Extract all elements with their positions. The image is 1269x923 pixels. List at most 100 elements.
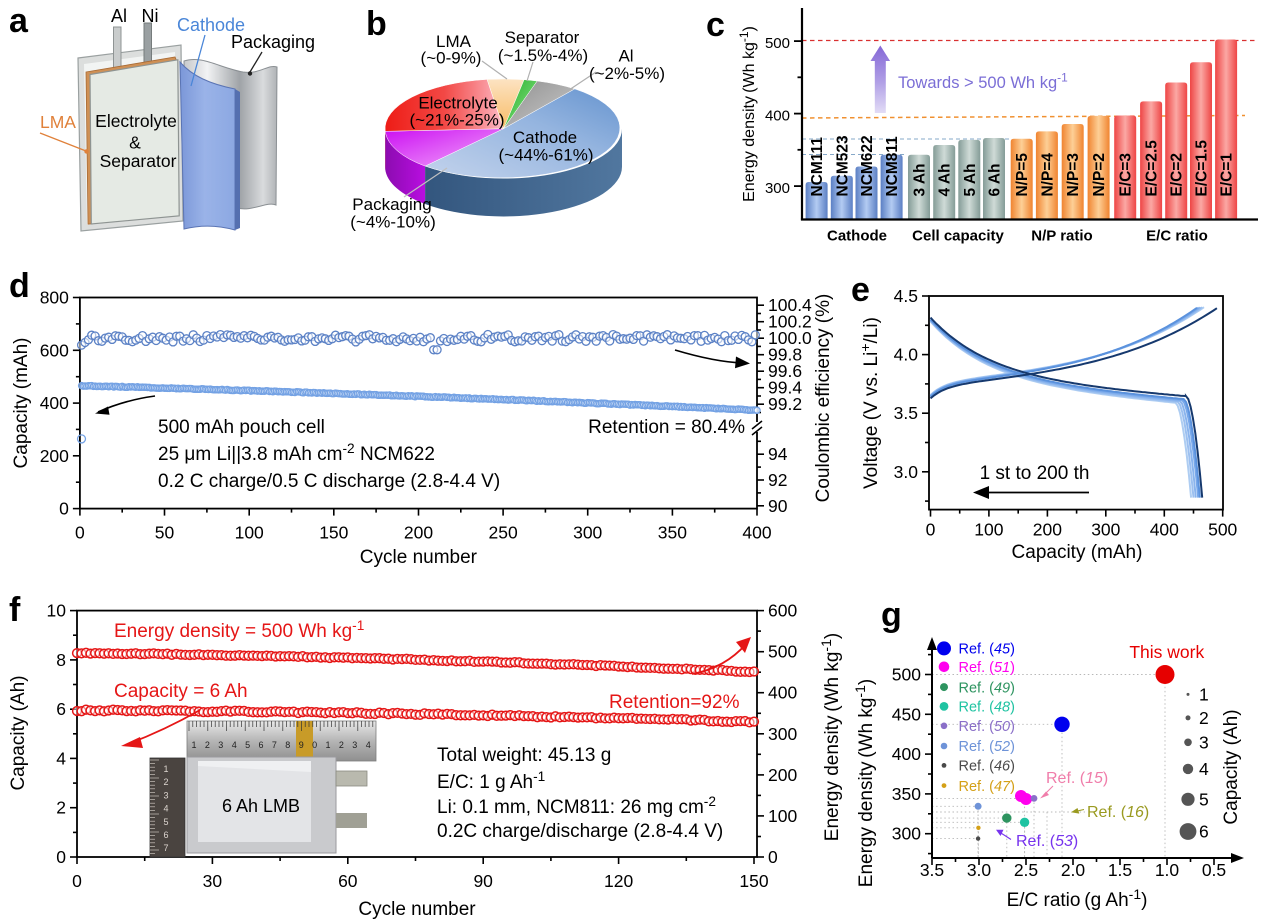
- svg-text:0.2 C charge/0.5 C discharge (: 0.2 C charge/0.5 C discharge (2.8-4.4 V): [158, 471, 500, 492]
- svg-text:Cathode: Cathode: [513, 128, 577, 147]
- svg-text:6: 6: [1199, 822, 1209, 842]
- svg-text:99.2: 99.2: [768, 394, 802, 414]
- svg-text:E/C=2: E/C=2: [1169, 153, 1186, 197]
- svg-text:Packaging: Packaging: [231, 32, 315, 52]
- svg-text:99.6: 99.6: [768, 361, 802, 381]
- svg-text:(~1.5%-4%): (~1.5%-4%): [498, 46, 588, 65]
- svg-text:1: 1: [325, 740, 330, 750]
- svg-text:150: 150: [739, 871, 768, 891]
- svg-text:50: 50: [155, 523, 175, 543]
- svg-text:5: 5: [163, 817, 168, 827]
- svg-text:3.0: 3.0: [894, 462, 919, 482]
- svg-text:2: 2: [1199, 708, 1209, 728]
- svg-text:N/P ratio: N/P ratio: [1031, 228, 1092, 245]
- svg-text:300: 300: [768, 724, 797, 744]
- svg-text:g: g: [881, 596, 902, 634]
- svg-text:0: 0: [926, 520, 936, 540]
- svg-text:3: 3: [218, 740, 223, 750]
- svg-text:E/C ratio: E/C ratio: [1146, 228, 1208, 245]
- svg-text:6 Ah LMB: 6 Ah LMB: [222, 796, 300, 816]
- svg-text:4.0: 4.0: [894, 345, 919, 365]
- svg-text:Capacity = 6 Ah: Capacity = 6 Ah: [114, 681, 248, 702]
- svg-text:3.5: 3.5: [894, 403, 918, 423]
- svg-text:94: 94: [768, 444, 788, 464]
- svg-text:90: 90: [768, 496, 788, 516]
- svg-text:200: 200: [404, 523, 433, 543]
- svg-text:300: 300: [892, 824, 921, 844]
- svg-text:5: 5: [1199, 789, 1209, 809]
- svg-text:5: 5: [245, 740, 250, 750]
- svg-text:0: 0: [72, 871, 82, 891]
- svg-text:500: 500: [768, 642, 797, 662]
- svg-text:200: 200: [768, 765, 797, 785]
- svg-text:Energy density (Wh kg-1): Energy density (Wh kg-1): [852, 679, 877, 887]
- svg-text:E/C=1: E/C=1: [1219, 153, 1236, 197]
- svg-text:1: 1: [191, 740, 196, 750]
- svg-text:Towards > 500 Wh kg-1: Towards > 500 Wh kg-1: [898, 71, 1068, 92]
- svg-text:Retention = 80.4%: Retention = 80.4%: [588, 417, 745, 438]
- svg-text:Energy density (Wh kg-1): Energy density (Wh kg-1): [737, 26, 758, 202]
- svg-text:e: e: [851, 271, 870, 309]
- svg-text:300: 300: [765, 180, 790, 197]
- svg-text:Total weight: 45.13 g: Total weight: 45.13 g: [437, 745, 611, 766]
- svg-text:1.0: 1.0: [1155, 860, 1180, 880]
- svg-text:0: 0: [59, 499, 69, 519]
- svg-text:Separator: Separator: [505, 28, 580, 47]
- svg-text:Capacity (mAh): Capacity (mAh): [1012, 542, 1143, 563]
- svg-text:400: 400: [765, 108, 790, 125]
- svg-text:Capacity (Ah): Capacity (Ah): [8, 675, 29, 790]
- svg-text:500 mAh pouch cell: 500 mAh pouch cell: [158, 417, 325, 438]
- svg-text:Separator: Separator: [100, 151, 177, 171]
- svg-text:99.4: 99.4: [768, 378, 802, 398]
- svg-text:3: 3: [163, 790, 168, 800]
- svg-text:3: 3: [352, 740, 357, 750]
- svg-text:600: 600: [768, 601, 797, 621]
- svg-text:Cell capacity: Cell capacity: [912, 228, 1004, 245]
- svg-text:N/P=3: N/P=3: [1065, 153, 1082, 197]
- svg-text:4: 4: [1199, 759, 1209, 779]
- svg-text:8: 8: [56, 650, 66, 670]
- svg-text:Energy density (Wh kg-1): Energy density (Wh kg-1): [818, 633, 843, 841]
- svg-text:E/C=1.5: E/C=1.5: [1194, 140, 1211, 197]
- svg-text:92: 92: [768, 470, 787, 490]
- svg-text:9: 9: [299, 740, 304, 750]
- svg-text:d: d: [9, 267, 30, 305]
- svg-text:1 st to 200 th: 1 st to 200 th: [980, 463, 1090, 484]
- svg-text:Ref. (16): Ref. (16): [1087, 804, 1149, 821]
- svg-text:600: 600: [40, 340, 69, 360]
- svg-text:6: 6: [56, 699, 66, 719]
- svg-text:350: 350: [658, 523, 687, 543]
- svg-text:E/C=2.5: E/C=2.5: [1144, 140, 1161, 197]
- svg-text:Capacity (Ah): Capacity (Ah): [1221, 709, 1242, 824]
- svg-text:Packaging: Packaging: [352, 195, 431, 214]
- svg-text:500: 500: [765, 35, 790, 52]
- svg-text:800: 800: [40, 288, 69, 308]
- svg-text:450: 450: [892, 704, 921, 724]
- svg-text:2: 2: [205, 740, 210, 750]
- svg-text:1: 1: [163, 764, 168, 774]
- svg-text:Ref. (51): Ref. (51): [959, 660, 1015, 676]
- svg-text:Cathode: Cathode: [177, 15, 245, 35]
- svg-text:25 μm Li||3.8 mAh cm-2 NCM622: 25 μm Li||3.8 mAh cm-2 NCM622: [158, 441, 435, 465]
- svg-text:400: 400: [892, 744, 921, 764]
- svg-text:Coulombic efficiency (%): Coulombic efficiency (%): [813, 294, 834, 503]
- svg-text:Ref. (15): Ref. (15): [1046, 770, 1108, 787]
- svg-text:4: 4: [366, 740, 371, 750]
- svg-text:500: 500: [892, 665, 921, 685]
- svg-text:6 Ah: 6 Ah: [987, 163, 1004, 196]
- svg-text:500: 500: [1208, 520, 1237, 540]
- svg-text:400: 400: [1150, 520, 1179, 540]
- svg-text:8: 8: [285, 740, 290, 750]
- svg-text:Ni: Ni: [142, 6, 159, 26]
- svg-text:2.5: 2.5: [1014, 860, 1038, 880]
- svg-text:400: 400: [40, 393, 69, 413]
- svg-text:NCM523: NCM523: [834, 135, 851, 197]
- svg-text:f: f: [9, 591, 21, 629]
- svg-text:Capacity (mAh): Capacity (mAh): [11, 338, 32, 469]
- svg-text:4 Ah: 4 Ah: [937, 163, 954, 196]
- svg-text:NCM811: NCM811: [884, 136, 901, 197]
- svg-text:Ref. (48): Ref. (48): [959, 700, 1015, 716]
- svg-text:6: 6: [258, 740, 263, 750]
- svg-text:(~21%-25%): (~21%-25%): [410, 111, 505, 130]
- svg-text:b: b: [366, 5, 387, 43]
